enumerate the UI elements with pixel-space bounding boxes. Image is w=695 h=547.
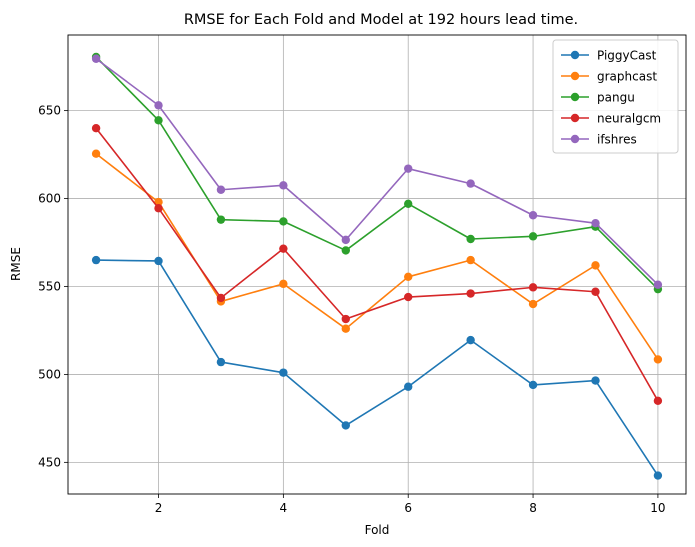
data-point-graphcast [591,261,600,270]
data-point-piggycast [91,255,101,265]
x-tick-label: 2 [155,501,163,515]
legend-item-ifshres: ifshres [561,133,637,147]
y-tick-label: 650 [38,104,61,118]
series-piggycast [91,255,663,480]
data-point-pangu [404,199,413,209]
chart-title: RMSE for Each Fold and Model at 192 hour… [184,12,578,28]
y-tick-label: 550 [38,279,61,293]
data-point-neuralgcm [279,244,288,253]
data-point-piggycast [154,256,163,266]
legend-item-pangu: pangu [561,91,635,105]
data-point-piggycast [341,421,350,430]
data-point-ifshres [404,164,413,173]
series-line-piggycast [96,259,659,476]
legend-label: pangu [597,91,635,105]
legend-swatch-marker [570,50,580,60]
legend-swatch-marker [570,92,580,102]
legend-item-graphcast: graphcast [561,70,657,84]
data-point-graphcast [528,299,538,309]
data-point-piggycast [216,357,226,367]
y-tick-label: 450 [38,455,61,469]
data-point-ifshres [653,280,663,289]
data-point-piggycast [279,368,288,377]
legend-label: PiggyCast [597,49,657,63]
y-axis-label: RMSE [9,247,23,281]
series-neuralgcm [91,124,663,405]
legend-item-piggycast: PiggyCast [561,49,657,63]
data-point-ifshres [341,235,350,245]
data-point-piggycast [466,335,475,345]
data-point-piggycast [528,380,538,390]
data-point-neuralgcm [404,292,413,302]
series-ifshres [91,54,663,289]
data-point-ifshres [216,185,226,194]
legend-label: ifshres [597,133,637,147]
x-tick-label: 8 [529,501,537,515]
data-point-graphcast [154,197,163,207]
data-point-graphcast [341,324,350,333]
data-point-graphcast [466,255,475,265]
legend-swatch-marker [570,134,580,144]
data-point-ifshres [591,218,600,228]
data-point-neuralgcm [528,283,538,292]
series-lines [91,52,663,480]
data-point-ifshres [154,101,163,110]
data-point-neuralgcm [216,293,226,303]
data-point-graphcast [279,279,288,289]
series-line-graphcast [95,153,659,360]
data-point-ifshres [279,181,288,190]
data-point-graphcast [404,272,413,282]
data-point-neuralgcm [154,204,163,213]
data-point-ifshres [466,179,475,188]
legend-label: graphcast [597,70,657,84]
legend: PiggyCast graphcast pangu neuralgcm ifshres [552,39,679,154]
data-point-neuralgcm [341,314,350,324]
x-tick-label: 4 [280,501,288,515]
data-point-ifshres [528,211,538,220]
legend-label: neuralgcm [597,112,661,126]
data-point-pangu [154,116,163,125]
data-point-neuralgcm [91,124,101,133]
data-point-ifshres [91,54,101,63]
data-point-graphcast [653,355,663,364]
data-point-pangu [528,232,538,241]
axis-ticks: 2 4 6 8 10 450 500 550 600 650 [38,104,665,515]
legend-item-neuralgcm: neuralgcm [561,112,661,126]
series-line-neuralgcm [95,127,659,402]
series-graphcast [91,149,663,364]
data-point-neuralgcm [653,396,663,405]
x-axis-label: Fold [365,523,390,537]
legend-swatch-marker [570,113,580,123]
x-tick-label: 6 [404,501,412,515]
y-tick-label: 600 [38,192,61,206]
data-point-piggycast [404,382,413,391]
data-point-pangu [216,215,226,224]
data-point-graphcast [91,149,101,158]
data-point-neuralgcm [591,287,600,296]
data-point-pangu [466,234,475,244]
legend-swatch-marker [570,71,580,81]
series-line-pangu [95,56,659,290]
x-tick-label: 10 [650,501,665,515]
data-point-pangu [341,246,350,255]
data-point-piggycast [591,376,600,385]
data-point-pangu [279,217,288,226]
data-point-piggycast [653,471,663,480]
plot-frame [67,34,687,495]
series-line-ifshres [95,58,659,286]
legend-box [552,39,679,154]
data-point-neuralgcm [466,289,475,298]
y-tick-label: 500 [38,367,61,381]
